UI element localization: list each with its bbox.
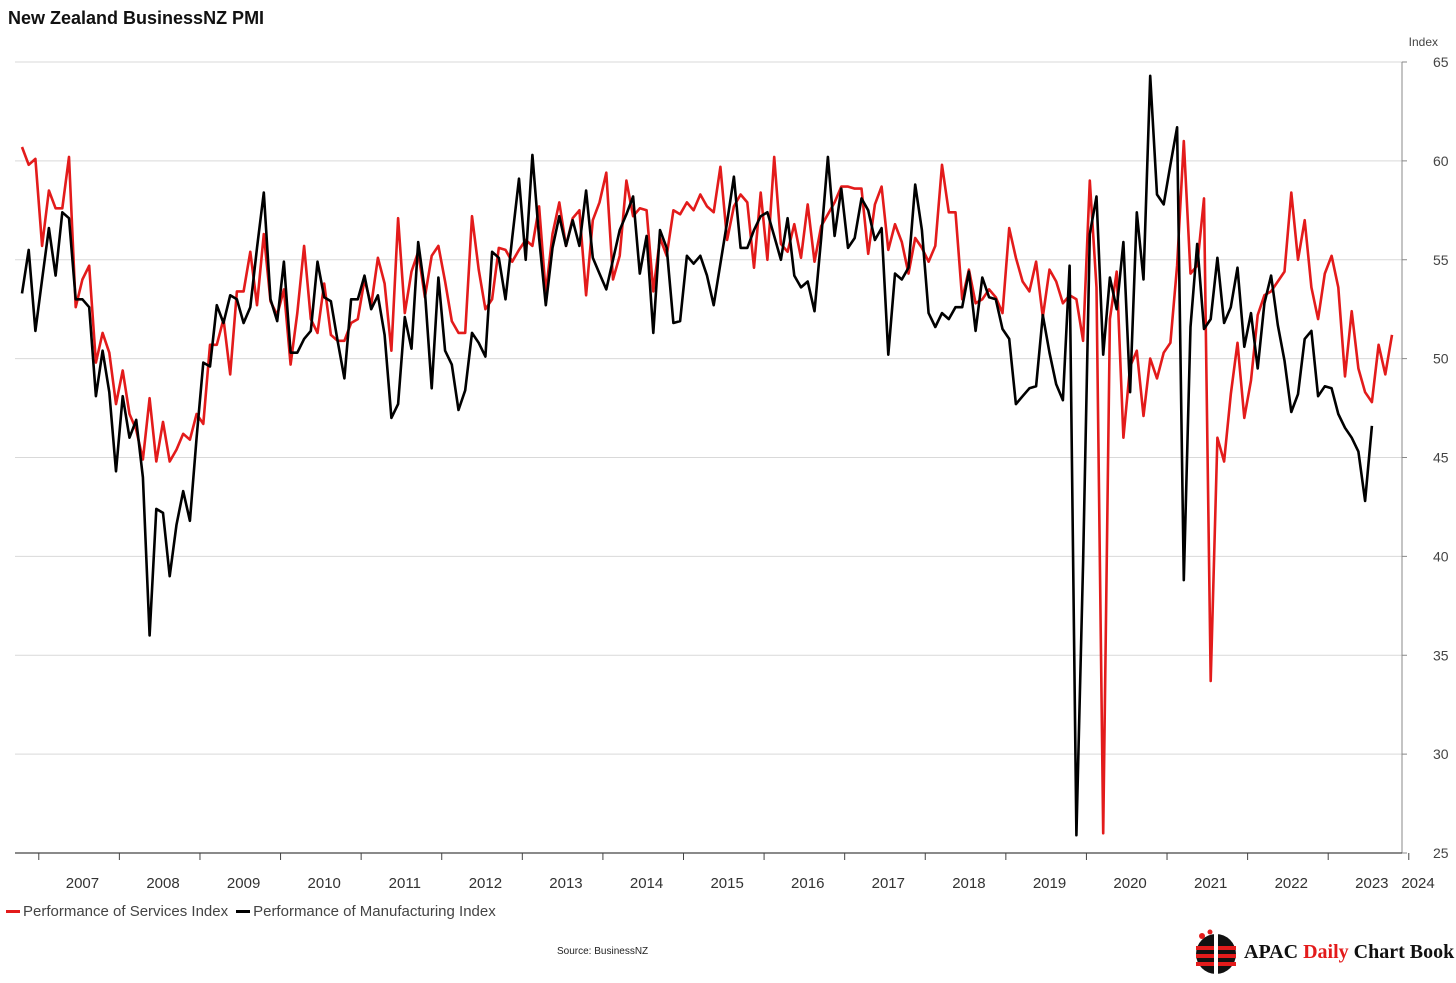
- x-tick-label: 2015: [710, 875, 743, 892]
- legend-label-services: Performance of Services Index: [23, 903, 229, 920]
- x-tick-label: 2017: [872, 875, 905, 892]
- chart-title: New Zealand BusinessNZ PMI: [8, 8, 265, 28]
- manufacturing-index-line: [20, 74, 1374, 837]
- x-tick-label: 2018: [952, 875, 985, 892]
- y-axis-tick-labels: 25 30 35 40 45 50 55 60 65: [1433, 54, 1449, 861]
- y-tick-label: 60: [1433, 153, 1449, 169]
- y-tick-label: 55: [1433, 252, 1449, 268]
- services-swatch: [6, 910, 20, 913]
- x-tick-label: 2013: [549, 875, 582, 892]
- y-tick-label: 30: [1433, 746, 1449, 762]
- x-tick-label: 2019: [1033, 875, 1066, 892]
- x-tick-label: 2008: [146, 875, 179, 892]
- y-tick-label: 35: [1433, 647, 1449, 663]
- services-index-line: [20, 139, 1394, 835]
- x-tick-label: 2012: [469, 875, 502, 892]
- x-tick-label: 2021: [1194, 875, 1227, 892]
- globe-logo-icon: [1196, 929, 1236, 974]
- x-axis-tick-labels: 2007 2008 2009 2010 2011 2012 2013 2014 2015 2016…: [66, 875, 1435, 892]
- x-tick-label: 2023: [1355, 875, 1388, 892]
- y-tick-label: 50: [1433, 351, 1449, 367]
- x-tick-label: 2024: [1401, 875, 1434, 892]
- brand-name: APAC Daily Chart Book: [1244, 940, 1455, 963]
- manufacturing-swatch: [236, 910, 251, 913]
- series-lines: [20, 74, 1394, 837]
- legend-item-services: Performance of Services Index: [6, 903, 228, 920]
- x-tick-label: 2011: [389, 875, 421, 892]
- x-tick-label: 2020: [1113, 875, 1146, 892]
- x-tick-label: 2022: [1275, 875, 1308, 892]
- x-axis-ticks: [38, 853, 1410, 860]
- y-tick-label: 40: [1433, 548, 1449, 564]
- x-tick-label: 2016: [791, 875, 824, 892]
- pmi-line-chart: 25 30 35 40 45 50 55 60 65 Index 2007 2008 2009 201…: [15, 35, 1449, 892]
- y-tick-label: 25: [1433, 845, 1449, 861]
- y-tick-label: 65: [1433, 54, 1449, 70]
- legend-label-manufacturing: Performance of Manufacturing Index: [253, 903, 496, 920]
- x-tick-label: 2014: [630, 875, 663, 892]
- y-tick-label: 45: [1433, 450, 1449, 466]
- legend-item-manufacturing: Performance of Manufacturing Index: [236, 903, 496, 920]
- x-tick-label: 2007: [66, 875, 99, 892]
- gridlines: [15, 61, 1407, 854]
- brand-logo: APAC Daily Chart Book: [1192, 928, 1454, 976]
- x-tick-label: 2009: [227, 875, 260, 892]
- y-axis-unit-label: Index: [1409, 35, 1438, 49]
- source-note: Source: BusinessNZ: [557, 946, 649, 957]
- x-tick-label: 2010: [308, 875, 341, 892]
- legend: Performance of Services Index Performanc…: [6, 903, 504, 920]
